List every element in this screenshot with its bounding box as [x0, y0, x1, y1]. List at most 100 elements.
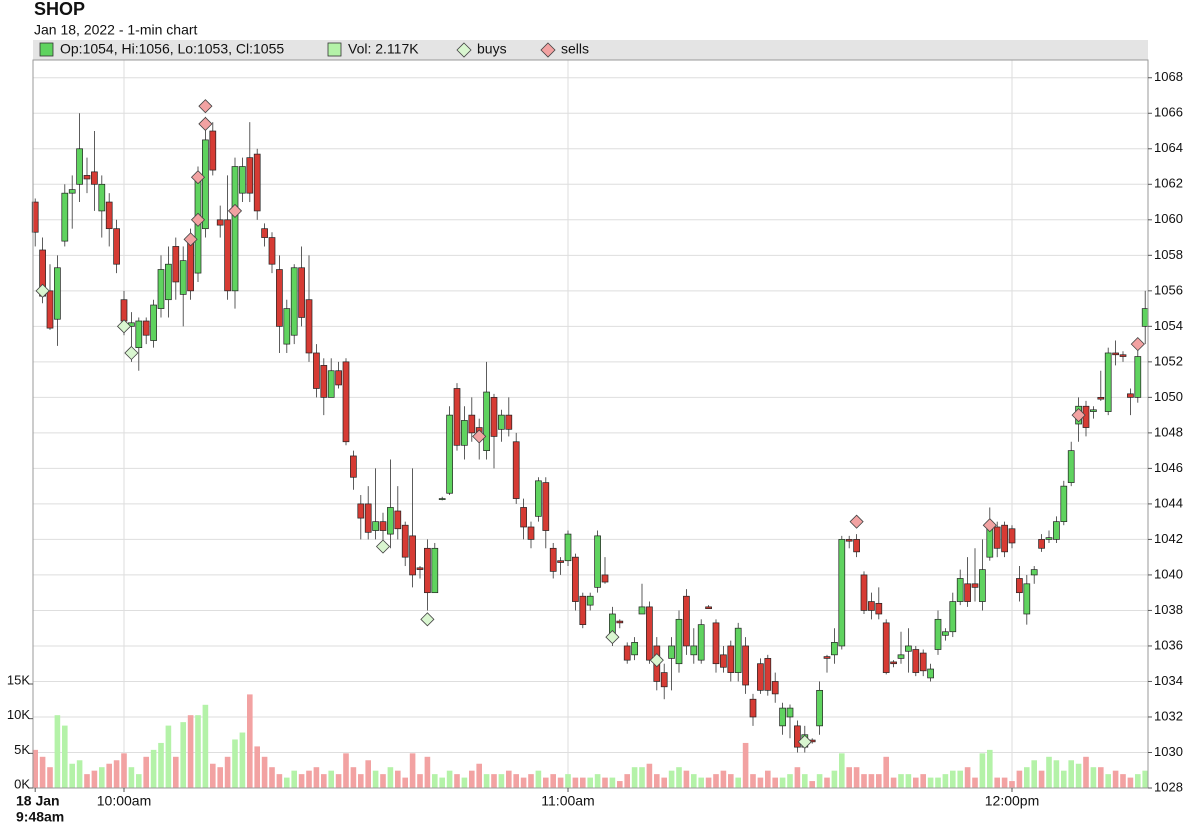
candle-body — [113, 228, 120, 265]
candle-body — [431, 547, 439, 594]
volume-bar — [853, 767, 860, 788]
candle-body — [246, 157, 254, 194]
legend-label: Vol: 2.117K — [348, 41, 419, 57]
volume-bar — [876, 774, 882, 788]
buy-marker — [116, 319, 132, 334]
candle-body — [1067, 450, 1075, 483]
candle-body — [172, 246, 180, 283]
candle-body — [1090, 409, 1097, 412]
volume-bar — [128, 767, 135, 788]
candle-body — [379, 521, 387, 531]
candle-body — [660, 672, 668, 688]
volume-bar — [224, 756, 231, 788]
x-tick-label: 9:48am — [16, 809, 64, 825]
candle-body — [298, 267, 305, 318]
x-tick-label: 12:00pm — [985, 793, 1039, 809]
volume-bar — [417, 774, 423, 788]
legend-label: buys — [477, 41, 507, 57]
candle-body — [142, 320, 150, 336]
candle-body — [150, 304, 157, 341]
candle-body — [283, 308, 291, 345]
candle-body — [882, 622, 890, 673]
volume-bar — [513, 774, 519, 788]
y-tick-label: 1038 — [1154, 602, 1183, 617]
volume-bar — [905, 774, 912, 788]
volume-bar — [846, 767, 852, 788]
volume-bar — [757, 777, 764, 788]
volume-bar — [779, 777, 786, 788]
volume-bar — [1098, 767, 1104, 788]
volume-bar — [535, 770, 542, 788]
sell-marker — [1071, 408, 1086, 423]
candle-body — [261, 228, 268, 238]
volume-bar — [313, 767, 320, 788]
y-tick-label: 1060 — [1154, 211, 1183, 226]
candle-body — [949, 601, 957, 633]
volume-bar — [1016, 770, 1023, 788]
volume-bar — [173, 756, 179, 788]
volume-bar — [180, 722, 186, 788]
candle-body — [461, 420, 468, 446]
candle-body — [1038, 539, 1045, 549]
candle-body — [668, 645, 675, 659]
candle-body — [91, 171, 98, 185]
volume-bar — [935, 777, 941, 788]
volume-bar — [676, 767, 682, 788]
candle-body — [675, 618, 683, 665]
volume-bar — [957, 770, 963, 788]
y-tick-label: 1040 — [1154, 566, 1183, 581]
volume-bar — [1105, 774, 1111, 788]
candle-body — [1023, 583, 1031, 615]
volume-bar — [668, 770, 675, 788]
candle-body — [749, 698, 757, 718]
candle-body — [727, 645, 735, 673]
candle-body — [394, 510, 402, 530]
candle-body — [786, 707, 794, 718]
volume-bar — [964, 767, 971, 788]
volume-bar — [824, 777, 830, 788]
volume-bar — [1135, 774, 1141, 788]
volume-bar — [839, 753, 845, 788]
volume-bar — [432, 774, 438, 788]
volume-bar — [942, 774, 949, 788]
y-tick-label: 1042 — [1154, 531, 1183, 546]
candle-body — [1008, 528, 1016, 544]
candle-body — [557, 560, 564, 563]
candle-body — [327, 370, 335, 398]
candle-body — [424, 547, 431, 594]
volume-bar — [1001, 777, 1008, 788]
volume-bar — [920, 774, 926, 788]
candle-body — [683, 595, 690, 647]
y2-tick-label: 15K — [7, 672, 30, 687]
volume-bar — [491, 774, 497, 788]
volume-bar — [113, 760, 120, 788]
candle-body — [771, 681, 779, 695]
buy-marker — [797, 734, 812, 749]
volume-bar — [32, 749, 38, 788]
volume-bar — [39, 756, 46, 788]
sell-marker — [190, 212, 206, 227]
volume-bar — [572, 777, 579, 788]
volume-bar — [1031, 760, 1037, 788]
y-tick-label: 1052 — [1154, 353, 1183, 368]
candle-body — [868, 601, 875, 611]
sell-marker — [198, 116, 213, 131]
volume-bar — [91, 770, 98, 788]
candle-body — [61, 192, 69, 242]
candle-body — [964, 583, 971, 602]
volume-bar — [291, 770, 297, 788]
candle-body — [135, 320, 143, 348]
volume-bar — [358, 774, 364, 788]
candle-body — [646, 606, 653, 661]
volume-bar — [409, 753, 416, 788]
candle-body — [1127, 393, 1134, 398]
volume-bar — [735, 777, 741, 788]
volume-bar — [106, 763, 112, 788]
candle-body — [734, 627, 742, 673]
y-tick-label: 1034 — [1154, 673, 1183, 688]
volume-bar — [1112, 770, 1119, 788]
candle-body — [372, 521, 379, 531]
candle-body — [564, 533, 572, 562]
y-tick-label: 1062 — [1154, 176, 1183, 191]
candle-body — [179, 260, 187, 295]
